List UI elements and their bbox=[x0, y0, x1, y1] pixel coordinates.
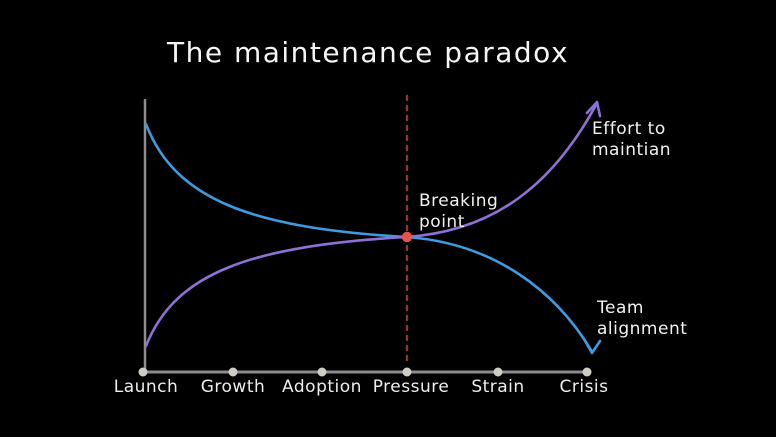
axis-label-launch: Launch bbox=[113, 377, 179, 397]
tick-dot-crisis bbox=[582, 367, 592, 377]
team-curve-label: Team alignment bbox=[597, 298, 688, 339]
team-alignment-arrowhead-icon bbox=[582, 337, 602, 355]
tick-dot-launch bbox=[138, 367, 148, 377]
tick-dot-pressure bbox=[402, 367, 412, 377]
tick-dot-adoption bbox=[317, 367, 327, 377]
axis-label-pressure: Pressure bbox=[372, 377, 450, 397]
effort-arrowhead-icon bbox=[585, 100, 602, 118]
tick-dot-strain bbox=[493, 367, 503, 377]
chart-title: The maintenance paradox bbox=[166, 36, 570, 69]
axis-label-adoption: Adoption bbox=[282, 377, 362, 397]
effort-curve-label: Effort to maintian bbox=[592, 119, 672, 160]
axis-label-crisis: Crisis bbox=[559, 377, 609, 397]
breaking-point-dot bbox=[401, 231, 413, 243]
breaking-point-label: Breaking point bbox=[419, 191, 499, 232]
axis-label-strain: Strain bbox=[471, 377, 525, 397]
effort-to-maintain-curve bbox=[144, 103, 598, 348]
team-alignment-curve bbox=[144, 122, 593, 352]
axis-label-growth: Growth bbox=[200, 377, 266, 397]
tick-dot-growth bbox=[228, 367, 238, 377]
x-axis-tick-dots bbox=[138, 367, 592, 377]
